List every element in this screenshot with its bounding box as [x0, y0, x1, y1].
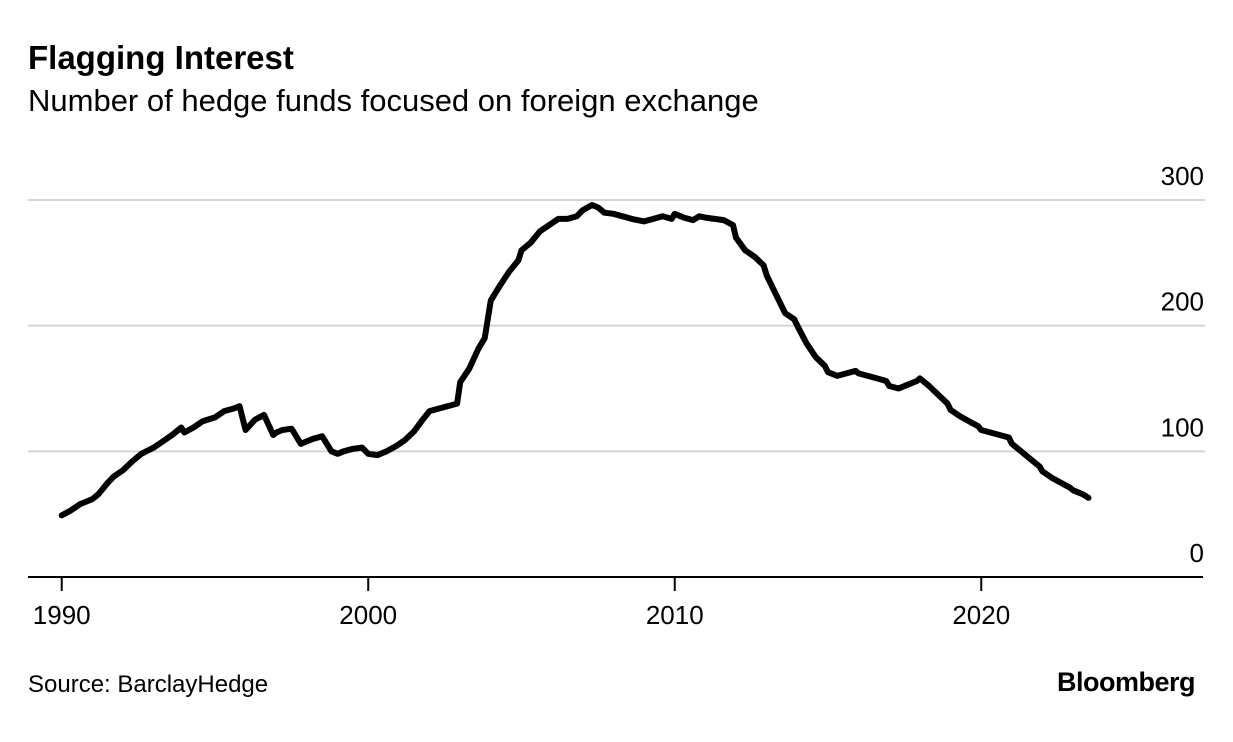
x-axis-ticks [60, 577, 983, 591]
series-line [58, 202, 1092, 519]
y-tick-label-0: 0 [1190, 538, 1204, 568]
chart-title: Flagging Interest [28, 39, 294, 76]
x-tick-label-1990: 1990 [33, 600, 91, 630]
gridlines [28, 199, 1205, 453]
y-tick-label-100: 100 [1161, 412, 1204, 442]
bloomberg-logo: Bloomberg [1056, 667, 1196, 697]
x-tick-label-2010: 2010 [646, 600, 704, 630]
y-axis-tick-labels: 0 100 200 300 [1161, 161, 1204, 568]
chart-subtitle: Number of hedge funds focused on foreign… [28, 83, 759, 118]
x-tick-label-2000: 2000 [339, 600, 397, 630]
y-tick-label-300: 300 [1161, 161, 1204, 191]
y-tick-label-200: 200 [1161, 287, 1204, 317]
x-tick-label-2020: 2020 [952, 600, 1010, 630]
x-axis-tick-labels: 1990 2000 2010 2020 [33, 600, 1010, 630]
source-note: Source: BarclayHedge [28, 671, 269, 698]
